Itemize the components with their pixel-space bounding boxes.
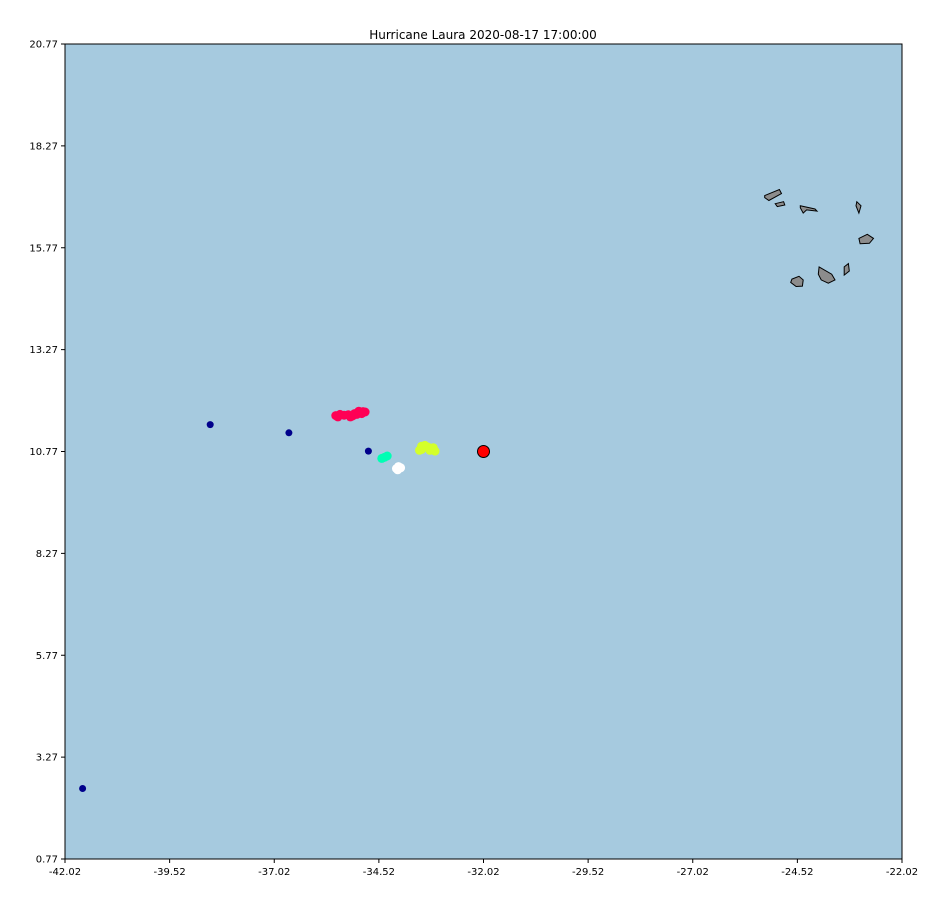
y-tick-label-1: 18.27 xyxy=(29,141,58,152)
islands-layer xyxy=(764,188,875,288)
x-tick-label-5: -29.52 xyxy=(572,867,604,878)
data-point-s1-9 xyxy=(333,412,343,422)
y-tick-label-7: 3.27 xyxy=(36,753,58,764)
island-3 xyxy=(855,200,862,215)
data-point-s0-0 xyxy=(79,785,87,792)
island-7 xyxy=(790,275,804,288)
x-tick-label-1: -39.52 xyxy=(154,867,186,878)
y-tick-label-3: 13.27 xyxy=(29,345,58,356)
island-5 xyxy=(843,262,850,277)
data-point-s0-1 xyxy=(206,421,214,429)
y-tick-label-5: 8.27 xyxy=(36,549,58,560)
x-axis: -42.02 -39.52 -37.02 -34.52 -32.02 -29.52 -27.… xyxy=(49,859,918,878)
data-point-s1-13 xyxy=(357,409,367,419)
data-point-s2-2 xyxy=(382,451,392,461)
data-point-s1-11 xyxy=(345,412,355,422)
y-axis: 20.77 18.27 15.77 13.27 10.77 8.27 5.77 3.27 0.7… xyxy=(29,40,65,866)
data-point-s4-7 xyxy=(417,445,427,454)
island-6 xyxy=(817,266,836,284)
y-tick-label-8: 0.77 xyxy=(36,855,58,866)
x-tick-label-2: -37.02 xyxy=(258,867,290,878)
island-2 xyxy=(799,205,819,214)
y-tick-label-0: 20.77 xyxy=(29,40,58,51)
y-tick-label-2: 15.77 xyxy=(29,243,58,254)
x-tick-label-6: -27.02 xyxy=(677,867,709,878)
x-tick-label-0: -42.02 xyxy=(49,867,81,878)
x-tick-label-7: -24.52 xyxy=(781,867,813,878)
x-tick-label-8: -22.02 xyxy=(886,867,918,878)
chart-title: Hurricane Laura 2020-08-17 17:00:00 xyxy=(369,28,597,42)
y-tick-label-4: 10.77 xyxy=(29,447,58,458)
island-4 xyxy=(858,233,875,245)
data-point-s3-3 xyxy=(393,465,403,475)
x-tick-label-3: -34.52 xyxy=(363,867,395,878)
x-tick-label-4: -32.02 xyxy=(467,867,499,878)
island-1 xyxy=(774,201,786,208)
points-layer xyxy=(79,406,440,792)
center-layer xyxy=(477,445,490,458)
data-point-s0-3 xyxy=(364,447,372,455)
island-0 xyxy=(764,188,783,202)
data-point-s4-8 xyxy=(425,445,435,455)
y-tick-label-6: 5.77 xyxy=(36,651,58,662)
storm-center-marker xyxy=(477,445,490,458)
data-point-s0-2 xyxy=(285,429,293,437)
